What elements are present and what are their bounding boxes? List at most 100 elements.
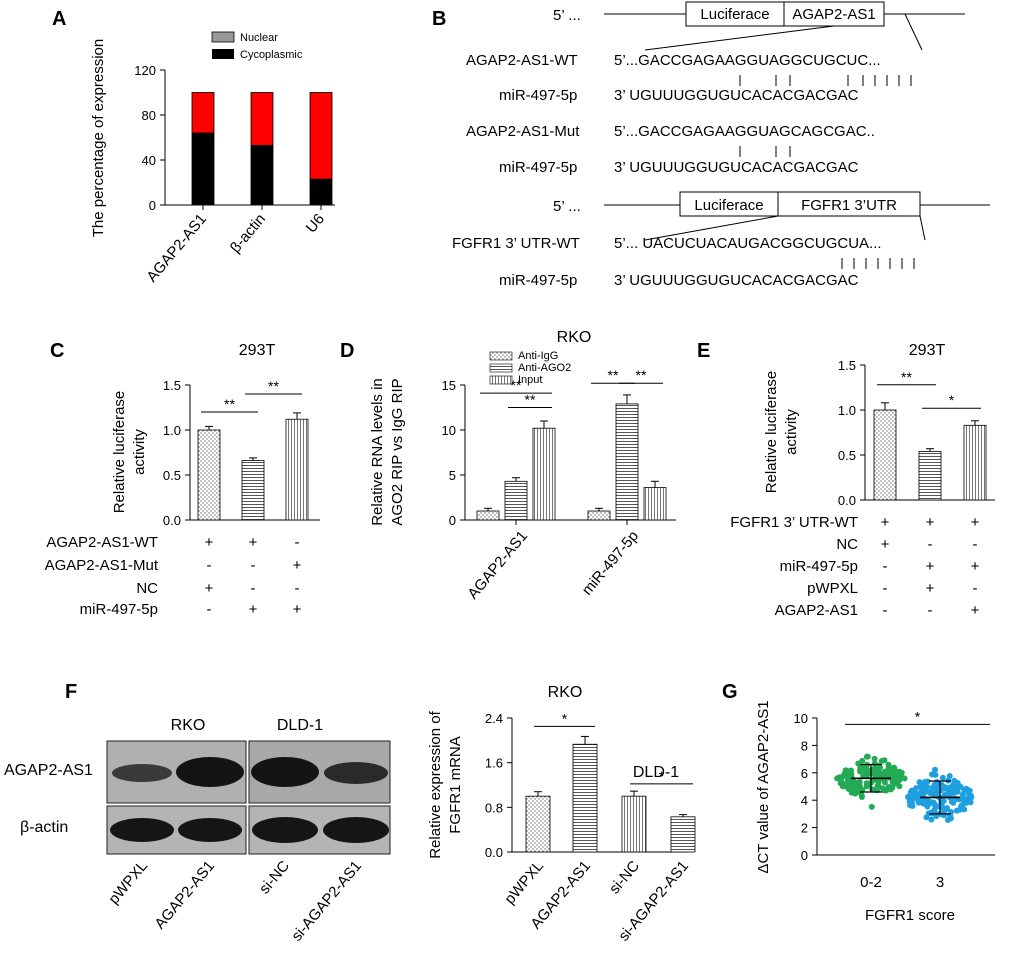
panel-g-y-tick-label-4: 8 [801, 738, 808, 753]
panel-b-zoom-right-1 [904, 13, 923, 51]
panel-e-y-tick-label-3: 1.5 [838, 358, 856, 373]
panel-a-x-label-1: β-actin [227, 211, 269, 257]
panel-g-point-0-142 [872, 763, 879, 770]
panel-label-e: E [697, 340, 710, 362]
legend-label-anti-igg: Anti-IgG [518, 350, 558, 362]
panel-g-point-0-120 [883, 771, 890, 778]
panel-g-point-0-147 [845, 773, 852, 780]
panel-b-mir-seq-3: 3’ UGUUUGGUGUCACACGACGAC [614, 272, 859, 289]
panel-b-box-fgfr1-label: FGFR1 3’UTR [801, 197, 897, 214]
panel-c-y-tick-label-2: 1.0 [163, 423, 181, 438]
panel-g-point-0-98 [883, 787, 890, 794]
panel-g-point-1-105 [940, 812, 947, 819]
panel-g-point-0-90 [891, 765, 898, 772]
panel-b-mut-seq: 5’...GACCGAGAAGGUAGCAGCGAC.. [614, 123, 875, 140]
panel-g-point-0-69 [860, 772, 867, 779]
panel-c-mark-1-0: - [207, 557, 212, 574]
panel-g-point-1-134 [935, 803, 942, 810]
panel-g-point-0-140 [863, 783, 870, 790]
panel-f-bar-1 [572, 743, 598, 853]
panel-c-title: 293T [239, 342, 276, 359]
blot-lane-label-3: si-AGAP2-AS1 [288, 858, 365, 945]
panel-c-chart: 293T ** ** 0.0 0.5 1.0 1.5 Relative lucifera… [45, 342, 320, 618]
panel-c-condition-0: AGAP2-AS1-WT [46, 534, 158, 551]
panel-d-bar-0-1 [587, 510, 611, 521]
panel-g-point-1-141 [928, 809, 935, 816]
panel-f-sig-0-label: * [562, 710, 568, 726]
panel-d-y-label-1: Relative RNA levels in [369, 378, 386, 526]
panel-e-mark-1-1: - [928, 536, 933, 553]
panel-f-western-blot: RKO DLD-1 AGAP2-AS1 β-actin pWPXL AGAP2-A… [4, 717, 391, 945]
panel-e-condition-4: AGAP2-AS1 [775, 602, 858, 619]
panel-c-mark-1-1: - [251, 557, 256, 574]
panel-label-g: G [722, 681, 738, 703]
panel-g-point-1-103 [965, 789, 972, 796]
panel-c-y-tick-label-3: 1.5 [163, 378, 181, 393]
panel-c-mark-0-2: - [295, 534, 300, 551]
panel-g-point-1-121 [937, 786, 944, 793]
panel-g-point-1-5 [928, 816, 935, 823]
panel-g-y-tick-label-3: 6 [801, 766, 808, 781]
panel-b-mir-seq-2: 3’ UGUUUGGUGUCACACGACGAC [614, 159, 859, 176]
panel-label-b: B [432, 8, 446, 30]
panel-d-bar-2-0 [532, 427, 556, 521]
panel-g-point-0-134 [885, 763, 892, 770]
legend-label-nuclear: Nuclear [240, 32, 278, 44]
panel-g-point-0-133 [875, 779, 882, 786]
panel-g-point-1-133 [944, 817, 951, 824]
panel-c-mark-0-0: + [205, 534, 214, 551]
panel-g-point-0-30 [868, 803, 875, 810]
panel-b-zoom-right-2 [919, 215, 926, 241]
panel-a-bar-0-2 [309, 178, 333, 206]
panel-c-bar-1 [241, 460, 265, 521]
panel-label-d: D [340, 340, 354, 362]
panel-g-point-1-149 [923, 783, 930, 790]
panel-e-y-label-2: activity [783, 409, 800, 455]
panel-g-y-tick-label-0: 0 [801, 848, 808, 863]
panel-c-y-tick-label-0: 0.0 [163, 513, 181, 528]
panel-c-sig-0-label: ** [224, 396, 235, 412]
panel-label-c: C [50, 340, 64, 362]
panel-f-y-tick-label-3: 2.4 [485, 711, 503, 726]
panel-e-mark-3-1: + [926, 580, 935, 597]
panel-g-y-tick-label-5: 10 [794, 711, 808, 726]
panel-e-mark-3-0: - [883, 580, 888, 597]
panel-c-mark-0-1: + [249, 534, 258, 551]
panel-label-a: A [52, 8, 66, 30]
panel-g-point-1-119 [905, 793, 912, 800]
panel-e-title: 293T [909, 342, 946, 359]
panel-g-point-0-141 [864, 753, 871, 760]
panel-a-y-tick-label-1: 40 [142, 153, 156, 168]
panel-g-point-1-142 [960, 795, 967, 802]
panel-g-point-1-86 [939, 774, 946, 781]
panel-e-condition-3: pWPXL [807, 580, 858, 597]
panel-c-condition-2: NC [136, 580, 158, 597]
panel-g-point-1-120 [914, 790, 921, 797]
panel-g-chart: * 0 2 4 6 8 10 0-2 3 ΔCT value of AGAP2-AS1 FGF… [755, 700, 995, 924]
panel-g-point-0-125 [858, 792, 865, 799]
panel-g-point-1-47 [953, 807, 960, 814]
panel-g-point-0-52 [878, 757, 885, 764]
panel-e-mark-0-0: + [881, 514, 890, 531]
panel-d-sig-2-label: ** [608, 367, 619, 383]
panel-f-x-label-0: pWPXL [501, 858, 547, 908]
panel-a-x-label-0: AGAP2-AS1 [143, 211, 210, 286]
blot-band-top-agap2-as1 [176, 757, 244, 787]
panel-b-pairing-1 [739, 75, 912, 86]
panel-c-conditions: AGAP2-AS1-WT + + - AGAP2-AS1-Mut - - + NC + - - miR-… [45, 534, 302, 618]
panel-g-point-0-148 [889, 777, 896, 784]
panel-c-mark-3-0: - [207, 601, 212, 618]
blot-band-top-pwpxl [112, 764, 172, 782]
panel-g-point-0-137 [875, 772, 882, 779]
panel-b-diagram: 5’ ... Luciferace AGAP2-AS1 AGAP2-AS1-WT… [452, 1, 990, 289]
panel-g-x-label: FGFR1 score [865, 907, 955, 924]
panel-d-marks: ****** ** [476, 367, 667, 521]
panel-a-labels: 0 40 80 120 AGAP2-AS1 β-actin U6 [134, 63, 328, 285]
panel-b-wt-name: AGAP2-AS1-WT [466, 52, 578, 69]
panel-e-condition-0: FGFR1 3’ UTR-WT [730, 514, 858, 531]
panel-d-y-tick-label-3: 15 [442, 378, 456, 393]
panel-g-point-1-129 [951, 789, 958, 796]
panel-g-y-label: ΔCT value of AGAP2-AS1 [755, 700, 772, 873]
panel-g-point-1-130 [943, 785, 950, 792]
